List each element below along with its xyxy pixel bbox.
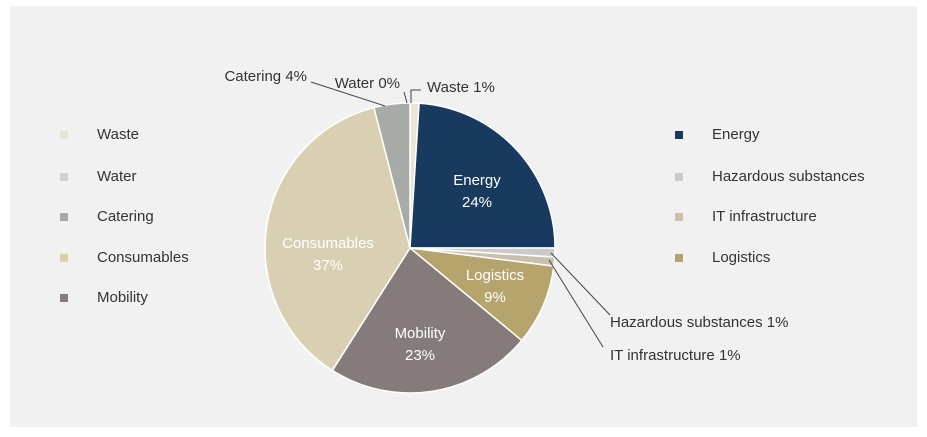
leader-line <box>550 252 611 316</box>
slice-label: IT infrastructure 1% <box>610 347 741 364</box>
slice-label: Consumables <box>282 235 374 252</box>
pie-slice <box>331 246 523 394</box>
legend-label: Logistics <box>712 249 770 266</box>
legend-swatch <box>675 173 683 181</box>
slice-label: Waste 1% <box>427 79 495 96</box>
slice-value-label: 1% <box>767 314 789 331</box>
slice-value-label: 9% <box>484 289 506 306</box>
legend-label: Consumables <box>97 249 189 266</box>
legend-swatch <box>60 254 68 262</box>
slice-label: Water 0% <box>335 75 400 92</box>
slice-name: Catering <box>224 68 281 85</box>
leader-line <box>410 89 421 103</box>
slice-value-label: 4% <box>285 68 307 85</box>
slice-value-label: 1% <box>719 347 741 364</box>
legend-label: Catering <box>97 208 154 225</box>
leader-line <box>310 81 386 107</box>
legend-swatch <box>675 213 683 221</box>
slice-label: Catering 4% <box>224 68 307 85</box>
pie-slice <box>373 102 411 249</box>
legend-swatch <box>60 173 68 181</box>
slice-label: Logistics <box>466 267 524 284</box>
slice-name: IT infrastructure <box>610 347 715 364</box>
slice-value-label: 0% <box>378 75 400 92</box>
legend-swatch <box>675 131 683 139</box>
legend-label: Hazardous substances <box>712 168 865 185</box>
slice-value-label: 37% <box>313 257 343 274</box>
legend-label: Water <box>97 168 136 185</box>
legend-label: Energy <box>712 126 760 143</box>
slice-name: Water <box>335 75 374 92</box>
slice-label: Hazardous substances 1% <box>610 314 788 331</box>
slice-name: Hazardous substances <box>610 314 763 331</box>
legend-label: Mobility <box>97 289 148 306</box>
legend-swatch <box>60 294 68 302</box>
legend-label: Waste <box>97 126 139 143</box>
slice-label: Mobility <box>395 325 446 342</box>
legend-swatch <box>60 131 68 139</box>
leader-line <box>548 259 604 348</box>
pie-slice <box>264 106 411 372</box>
slice-value-label: 1% <box>473 79 495 96</box>
slice-value-label: 24% <box>462 194 492 211</box>
slice-label: Energy <box>453 172 501 189</box>
legend-swatch <box>60 213 68 221</box>
legend-swatch <box>675 254 683 262</box>
legend-label: IT infrastructure <box>712 208 817 225</box>
slice-name: Waste <box>427 79 469 96</box>
slice-value-label: 23% <box>405 347 435 364</box>
pie-slice <box>409 102 556 249</box>
leader-line <box>403 91 408 104</box>
